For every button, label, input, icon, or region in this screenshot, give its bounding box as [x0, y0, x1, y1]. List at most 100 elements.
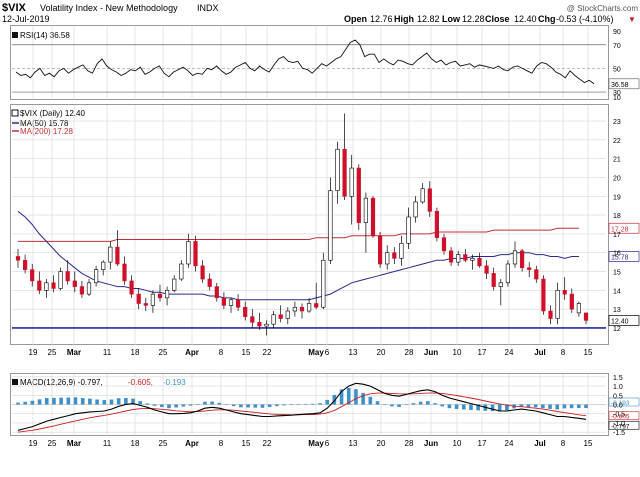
- candle: [349, 154, 354, 225]
- candle-body: [356, 167, 361, 223]
- candle: [413, 196, 418, 223]
- macd-histogram-bar: [267, 404, 272, 408]
- x-tick-label: 15: [242, 439, 251, 448]
- macd-histogram-bar: [303, 403, 308, 405]
- price-legend: $VIX (Daily) 12.40 MA(50) 15.78 MA(200) …: [11, 109, 85, 136]
- candle-body: [448, 250, 454, 263]
- candle: [448, 247, 454, 266]
- candle-body: [583, 312, 589, 321]
- macd-histogram-bar: [519, 404, 524, 407]
- candle: [250, 309, 255, 328]
- macd-legend-main: MACD(12,26,9) -0.797,: [20, 378, 103, 387]
- axes: 19 19 25 25 Mar Mar 11 11 18 18 25 25 Apr Apr 8 8 15 15 22…: [29, 29, 626, 448]
- candle-body: [470, 258, 475, 261]
- macd-histogram-bar: [253, 404, 258, 408]
- ma200-legend-text: MA(200) 17.28: [20, 127, 73, 136]
- candle: [94, 265, 99, 287]
- x-tick-label: Jun: [424, 348, 438, 357]
- x-tick-label: 11: [103, 439, 112, 448]
- ohlc-readout: Open 12.76 High 12.82 Low 12.28 Close 12…: [344, 14, 636, 24]
- candle-body: [569, 293, 574, 310]
- candle-body: [548, 310, 553, 319]
- security-name: Volatility Index - New Methodology: [40, 3, 178, 13]
- candle: [441, 233, 447, 255]
- macd-histogram-bar: [195, 403, 200, 405]
- candle: [179, 260, 184, 281]
- low-value: 12.28: [462, 14, 485, 24]
- macd-histogram-bar: [310, 403, 315, 405]
- macd-histogram-bar: [526, 404, 531, 408]
- x-tick-label: 10: [453, 348, 462, 357]
- macd-histogram-bar: [505, 404, 509, 411]
- macd-histogram-bar: [282, 404, 286, 406]
- macd-histogram-bar: [203, 401, 207, 405]
- candle-body: [22, 259, 28, 270]
- x-tick-label: Jun: [424, 439, 438, 448]
- candle: [562, 277, 567, 300]
- x-tick-label: 8: [561, 439, 566, 448]
- x-tick-label: May: [308, 439, 324, 448]
- candle: [236, 294, 241, 312]
- candle-body: [108, 246, 113, 263]
- macd-histogram-bar: [476, 404, 480, 411]
- rsi-legend: RSI(14) 36.58: [12, 31, 70, 40]
- candle-body: [271, 314, 276, 325]
- candle-body: [58, 271, 63, 289]
- macd-y-tick-label: -1.0: [613, 421, 625, 428]
- price-y-tick-label: 20: [613, 175, 621, 182]
- signal-line: [17, 392, 587, 433]
- x-tick-label: 8: [219, 348, 224, 357]
- candle: [30, 264, 35, 287]
- x-tick-label: 25: [48, 439, 57, 448]
- exchange: INDX: [197, 3, 219, 13]
- candle-body: [150, 293, 156, 306]
- rsi-panel: [10, 25, 609, 100]
- macd-y-tick-label: 1.5: [613, 375, 623, 382]
- candle-body: [562, 290, 567, 295]
- x-tick-label: Jul: [534, 348, 546, 357]
- macd-histogram-bar: [59, 397, 63, 405]
- candle: [456, 250, 461, 266]
- low-label: Low: [442, 14, 461, 24]
- candle: [519, 248, 525, 272]
- macd-histogram-bar: [382, 404, 387, 405]
- macd-histogram-bar: [188, 404, 193, 406]
- macd-histogram-bar: [30, 400, 35, 405]
- candle-body: [143, 303, 148, 306]
- candle-body: [221, 297, 227, 306]
- candle-body: [264, 323, 269, 327]
- candle-body: [498, 282, 503, 287]
- candle: [115, 230, 120, 266]
- candle: [186, 233, 191, 268]
- macd-y-tick-label: -0.5: [613, 412, 625, 419]
- price-swatch: [11, 109, 19, 117]
- candle: [44, 279, 49, 298]
- price-y-tick-label: 21: [613, 157, 621, 164]
- candle: [79, 280, 84, 298]
- candle-body: [392, 252, 397, 259]
- candle: [342, 113, 347, 201]
- macd-histogram-bar: [102, 400, 107, 405]
- macd-y-tick-label: 0.5: [613, 393, 623, 400]
- price-y-tick-label: 14: [613, 288, 621, 295]
- candle-body: [136, 293, 141, 304]
- x-tick-label: 6: [325, 439, 330, 448]
- chg-value: -0.53 (-4.10%): [556, 14, 614, 24]
- candle: [534, 265, 539, 283]
- macd-histogram-bar: [80, 398, 85, 405]
- x-tick-label: Apr: [185, 348, 199, 357]
- candle-body: [37, 280, 42, 291]
- macd-histogram-bar: [490, 404, 495, 412]
- macd-histogram-bar: [533, 404, 538, 408]
- price-y-tick-label: 19: [613, 194, 621, 201]
- candle: [150, 290, 156, 313]
- candle: [165, 286, 170, 306]
- price-y-tick-label: 15: [613, 270, 621, 277]
- macd-histogram-bar: [16, 402, 20, 405]
- macd-histogram-bar: [318, 403, 322, 405]
- macd-histogram-bar: [159, 404, 164, 408]
- macd-histogram-bar: [66, 397, 71, 405]
- macd-histogram-bar: [138, 401, 143, 405]
- candle-body: [214, 286, 219, 299]
- x-tick-label: 28: [405, 348, 414, 357]
